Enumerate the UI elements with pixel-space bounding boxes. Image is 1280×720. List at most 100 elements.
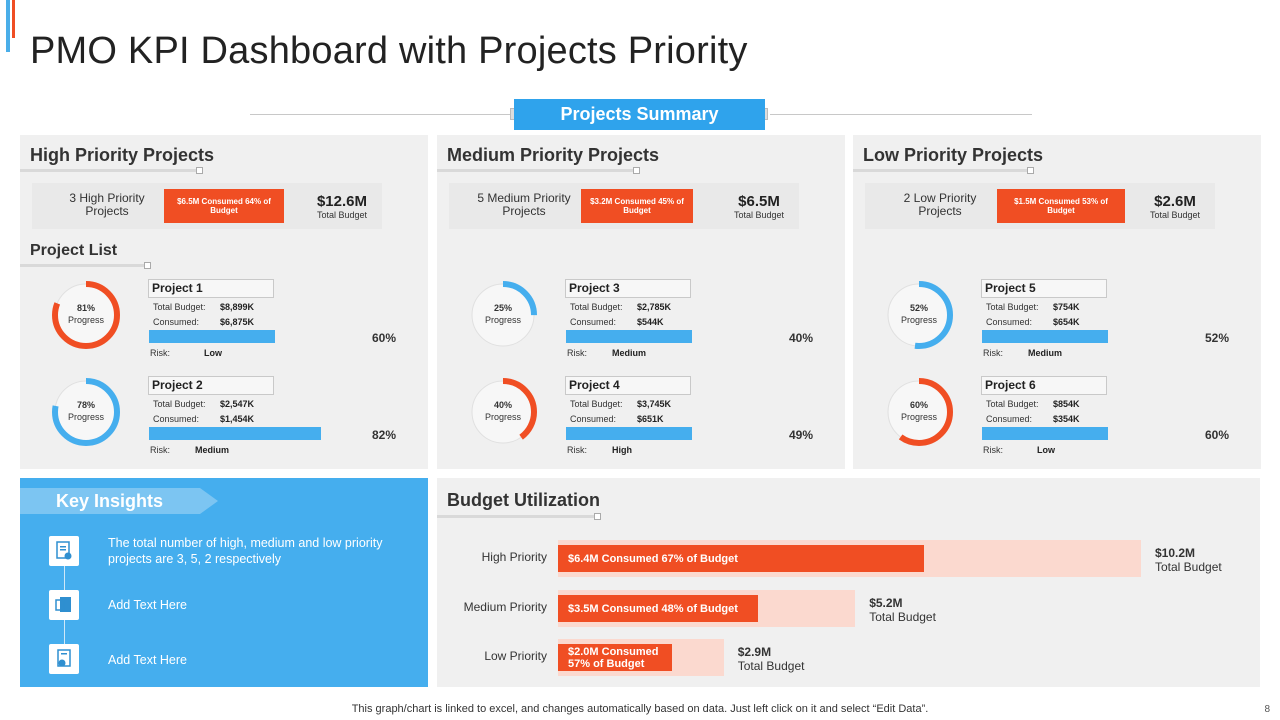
progress-ring bbox=[885, 281, 953, 349]
progress-label: 81% Progress bbox=[48, 302, 124, 326]
progress-ring-arc bbox=[52, 281, 120, 349]
risk-value: High bbox=[612, 445, 632, 455]
projects-summary-banner: Projects Summary bbox=[514, 99, 765, 130]
rule-dot bbox=[594, 513, 601, 520]
budget-consumed-bar: $6.4M Consumed 67% of Budget bbox=[558, 545, 924, 572]
total-budget-value: $754K bbox=[1053, 302, 1080, 312]
key-insights-header bbox=[20, 488, 200, 514]
consumed-value: $1,454K bbox=[220, 414, 255, 424]
progress-percent: 81% bbox=[76, 303, 95, 313]
progress-label: 78% Progress bbox=[48, 399, 124, 423]
progress-percent: 25% bbox=[493, 303, 512, 313]
progress-label: 25% Progress bbox=[465, 302, 541, 326]
total-budget-label: Total Budget bbox=[733, 210, 785, 220]
title-rule bbox=[437, 169, 635, 172]
total-budget-value: $2,785K bbox=[637, 302, 672, 312]
stat-card: 2 Low Priority Projects $1.5M Consumed 5… bbox=[865, 183, 1215, 229]
budget-total-label: $10.2M Total Budget bbox=[1155, 546, 1222, 574]
budget-consumed-bar: $2.0M Consumed 57% of Budget bbox=[558, 644, 673, 671]
budget-bar bbox=[149, 330, 275, 343]
consumed-badge: $3.2M Consumed 45% of Budget bbox=[581, 189, 693, 223]
budget-total-caption: Total Budget bbox=[737, 659, 805, 673]
project-card: 81% Progress Project 1 Total Budget: $8,899K… bbox=[20, 277, 400, 369]
budget-total-amount: $10.2M bbox=[1155, 546, 1196, 560]
total-budget-label: Total Budget: bbox=[153, 399, 206, 409]
risk-value: Low bbox=[204, 348, 222, 358]
total-budget-amount: $6.5M bbox=[738, 193, 780, 210]
budget-total-amount: $2.9M bbox=[737, 645, 772, 659]
stat-card: 5 Medium Priority Projects $3.2M Consume… bbox=[449, 183, 799, 229]
progress-caption: Progress bbox=[484, 412, 521, 422]
total-budget: $2.6M Total Budget bbox=[1135, 193, 1215, 220]
total-budget-value: $854K bbox=[1053, 399, 1080, 409]
summary-divider-left bbox=[250, 114, 512, 115]
progress-percent: 60% bbox=[909, 400, 928, 410]
risk-label: Risk: bbox=[567, 445, 587, 455]
accent-bar-red bbox=[12, 0, 15, 38]
budget-row-label: Medium Priority bbox=[463, 600, 547, 614]
risk-value: Low bbox=[1037, 445, 1055, 455]
progress-ring-arc bbox=[469, 378, 537, 446]
project-card: 78% Progress Project 2 Total Budget: $2,547K… bbox=[20, 374, 400, 466]
panel-title: High Priority Projects bbox=[30, 145, 215, 165]
budget-total-amount: $5.2M bbox=[869, 596, 903, 610]
consumed-badge: $1.5M Consumed 53% of Budget bbox=[997, 189, 1125, 223]
progress-percent: 40% bbox=[493, 400, 512, 410]
total-budget: $6.5M Total Budget bbox=[719, 193, 799, 220]
insight-text: Add Text Here bbox=[108, 653, 187, 667]
budget-percent: 49% bbox=[789, 428, 814, 442]
budget-bar-fill bbox=[149, 427, 321, 440]
budget-row-label: Low Priority bbox=[484, 649, 547, 663]
budget-bar bbox=[566, 330, 692, 343]
budget-bar bbox=[982, 427, 1108, 440]
budget-bar-fill bbox=[982, 427, 1108, 440]
rule-dot bbox=[633, 167, 640, 174]
consumed-label: Consumed: bbox=[153, 317, 200, 327]
risk-value: Medium bbox=[195, 445, 230, 455]
budget-percent: 82% bbox=[372, 428, 397, 442]
project-name: Project 4 bbox=[565, 376, 691, 395]
risk-label: Risk: bbox=[983, 445, 1003, 455]
risk-value: Medium bbox=[612, 348, 647, 358]
budget-bar-fill bbox=[566, 330, 692, 343]
progress-label: 52% Progress bbox=[881, 302, 957, 326]
progress-caption: Progress bbox=[67, 412, 104, 422]
project-name: Project 1 bbox=[148, 279, 274, 298]
total-budget-label: Total Budget: bbox=[153, 302, 206, 312]
project-card: 25% Progress Project 3 Total Budget: $2,785K… bbox=[437, 277, 817, 369]
stat-card: 3 High Priority Projects $6.5M Consumed … bbox=[32, 183, 382, 229]
risk-label: Risk: bbox=[983, 348, 1003, 358]
progress-caption: Progress bbox=[900, 315, 937, 325]
key-insights-title: Key Insights bbox=[56, 491, 164, 511]
project-name: Project 3 bbox=[565, 279, 691, 298]
progress-percent: 52% bbox=[909, 303, 928, 313]
page-number: 8 bbox=[1264, 704, 1270, 715]
progress-ring bbox=[885, 378, 953, 446]
consumed-value: $651K bbox=[637, 414, 664, 424]
consumed-value: $544K bbox=[637, 317, 664, 327]
budget-row-label: High Priority bbox=[481, 550, 547, 564]
budget-total-label: $5.2M Total Budget bbox=[869, 596, 936, 624]
insight-text: Add Text Here bbox=[108, 598, 187, 612]
progress-caption: Progress bbox=[484, 315, 521, 325]
progress-label: 40% Progress bbox=[465, 399, 541, 423]
project-list-title: Project List bbox=[30, 242, 118, 259]
risk-label: Risk: bbox=[567, 348, 587, 358]
progress-ring-arc bbox=[52, 378, 120, 446]
budget-utilization-panel: Budget Utilization High Priority $6.4M Co… bbox=[437, 478, 1260, 687]
project-count: 3 High Priority Projects bbox=[69, 191, 145, 218]
budget-total-caption: Total Budget bbox=[1155, 560, 1222, 574]
project-name: Project 2 bbox=[148, 376, 274, 395]
summary-divider-right bbox=[770, 114, 1032, 115]
budget-bar bbox=[566, 427, 692, 440]
budget-bar-fill bbox=[982, 330, 1108, 343]
budget-title: Budget Utilization bbox=[447, 490, 600, 510]
settings-doc-icon bbox=[49, 644, 79, 674]
key-insights-panel: Key Insights The total number of high, m… bbox=[20, 478, 428, 687]
progress-percent: 78% bbox=[76, 400, 95, 410]
budget-bar bbox=[982, 330, 1108, 343]
budget-percent: 60% bbox=[1205, 428, 1230, 442]
total-budget-label: Total Budget bbox=[316, 210, 368, 220]
accent-bar-blue bbox=[6, 0, 10, 52]
consumed-label: Consumed: bbox=[986, 414, 1033, 424]
